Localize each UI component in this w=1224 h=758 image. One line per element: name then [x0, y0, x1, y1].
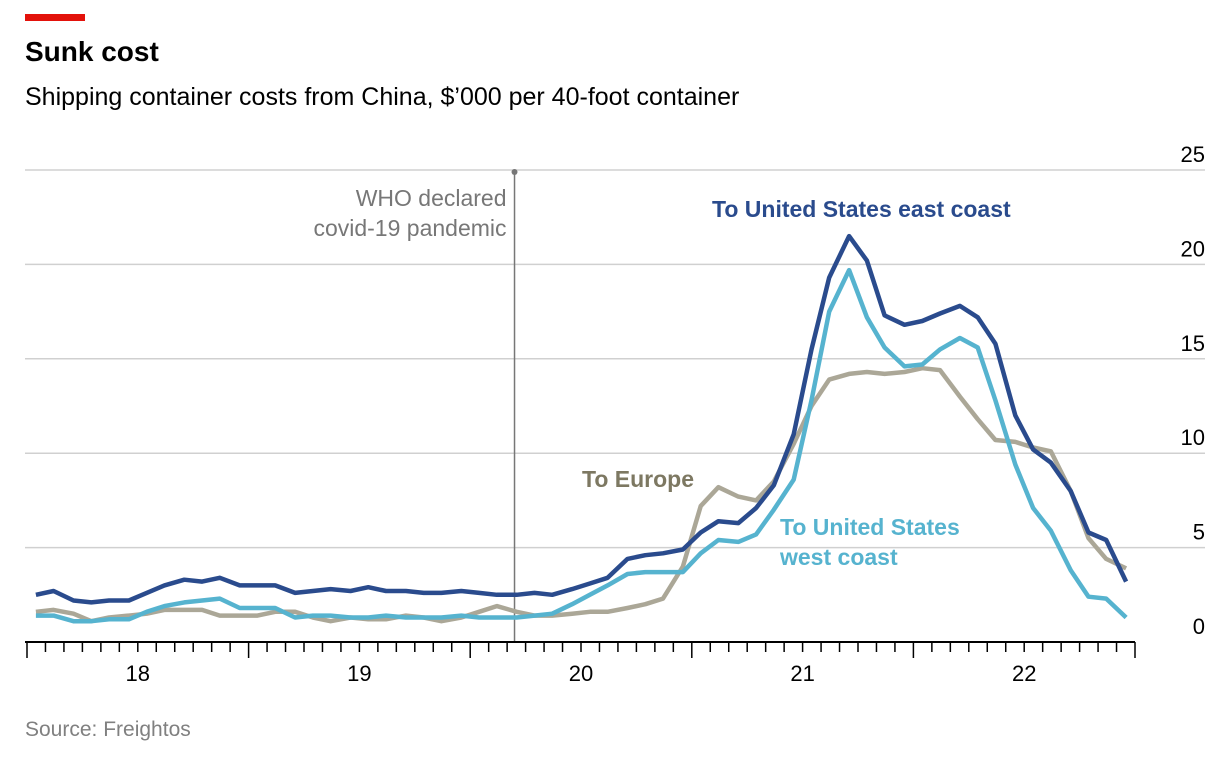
series-line	[35, 233, 1129, 605]
annotation-text: WHO declared	[356, 185, 507, 211]
y-tick-label: 0	[1193, 614, 1205, 639]
series-label: To Europe	[582, 466, 695, 492]
x-tick-label: 18	[126, 661, 150, 686]
x-tick-label: 21	[790, 661, 814, 686]
x-tick-label: 19	[347, 661, 371, 686]
y-tick-label: 5	[1193, 520, 1205, 545]
series-label: To United States east coast	[712, 196, 1011, 222]
x-tick-label: 20	[569, 661, 593, 686]
y-tick-label: 25	[1181, 142, 1205, 167]
y-tick-label: 10	[1181, 425, 1205, 450]
source: Source: Freightos	[25, 718, 191, 741]
series-label: To United States west coast	[780, 514, 960, 570]
chart-subtitle: Shipping container costs from China, $’0…	[25, 83, 740, 111]
annotation-text: covid-19 pandemic	[313, 215, 506, 241]
series-line	[35, 267, 1128, 624]
brand-bar	[25, 14, 85, 21]
chart-title: Sunk cost	[25, 36, 159, 67]
series-line	[35, 365, 1128, 624]
y-tick-label: 20	[1181, 236, 1205, 261]
annotation-dot	[511, 169, 518, 175]
y-tick-label: 15	[1181, 331, 1205, 356]
x-tick-label: 22	[1012, 661, 1036, 686]
